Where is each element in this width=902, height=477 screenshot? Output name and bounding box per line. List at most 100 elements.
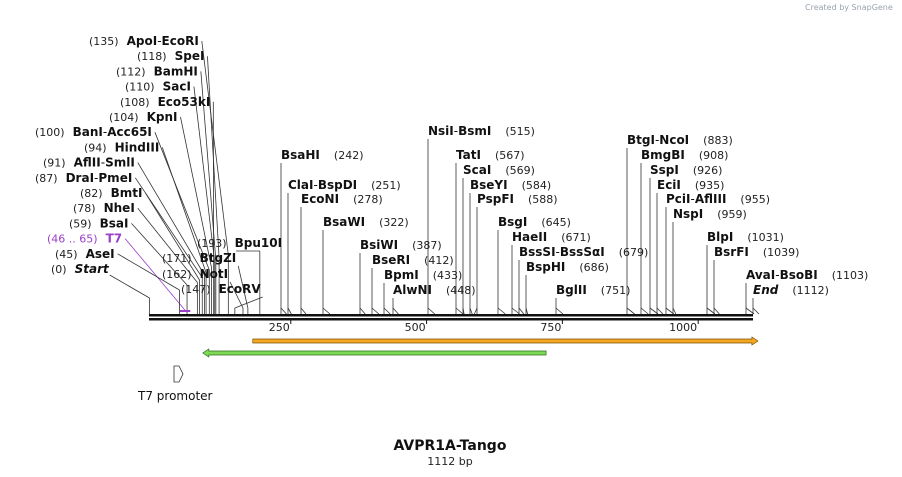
site-start: (0) Start <box>51 262 110 276</box>
site-bsgi: BsgI (645) <box>498 215 571 229</box>
site-position: (45) <box>55 248 78 261</box>
site-position: (686) <box>579 261 609 274</box>
site-position: (46 .. 65) <box>47 233 98 246</box>
site-name: NheI <box>104 201 135 215</box>
site-connector <box>237 265 249 309</box>
site-separator: - <box>775 268 779 282</box>
site-name: T7 <box>106 232 123 246</box>
site-eco53ki: (108) Eco53kI <box>120 95 210 109</box>
map-title: AVPR1A-Tango <box>394 438 507 454</box>
site-name: BseYI <box>470 178 508 192</box>
site-separator: - <box>101 156 105 170</box>
site-blpi: BlpI (1031) <box>707 230 784 244</box>
site-nspi: NspI (959) <box>673 207 747 221</box>
site-bsahi: BsaHI (242) <box>281 148 364 162</box>
site-drai: (87) DraI - PmeI <box>35 171 132 185</box>
site-position: (251) <box>371 179 401 192</box>
site-bsphi: BspHI (686) <box>526 260 609 274</box>
site-bmti: (82) BmtI <box>80 186 142 200</box>
site-haeii: HaeII (671) <box>512 230 591 244</box>
site-connector <box>322 307 331 315</box>
site-connector <box>525 307 528 315</box>
features: T7 promoter <box>137 310 759 403</box>
site-position: (908) <box>699 149 729 162</box>
site-connector <box>137 162 205 276</box>
site-name: PciI <box>666 192 691 206</box>
site-name: HaeII <box>512 230 547 244</box>
site-connector <box>497 307 506 315</box>
site-name: BglII <box>556 283 587 297</box>
site-name: BtgZI <box>200 251 237 265</box>
site-connector <box>656 307 664 315</box>
site-bmgbi: BmgBI (908) <box>641 148 728 162</box>
site-connector <box>640 307 649 315</box>
site-name: BspHI <box>526 260 565 274</box>
axis-tick-label: 250 <box>269 321 290 334</box>
site-name: TatI <box>456 148 481 162</box>
site-position: (91) <box>43 157 66 170</box>
site-position: (645) <box>541 216 571 229</box>
axis-ticks: 250 500 750 1000 <box>269 320 699 334</box>
site-alt-name: EcoRI <box>162 34 199 48</box>
site-name: ClaI <box>288 178 313 192</box>
site-position: (588) <box>528 193 558 206</box>
site-connector <box>180 116 212 268</box>
site-position: (135) <box>89 35 119 48</box>
site-position: (1039) <box>763 246 800 259</box>
site-name: SacI <box>163 80 191 94</box>
site-connector <box>280 307 287 315</box>
site-connector <box>462 307 465 315</box>
site-name: ScaI <box>463 163 491 177</box>
site-connector <box>287 307 292 315</box>
site-name: ApoI <box>127 34 158 48</box>
site-position: (883) <box>703 134 733 147</box>
site-position: (433) <box>433 269 463 282</box>
site-bpu10i: (193) Bpu10I <box>197 236 282 250</box>
site-alt-name: PmeI <box>98 171 132 185</box>
map-length: 1112 bp <box>427 455 472 468</box>
site-alwni: AlwNI (448) <box>393 283 476 297</box>
t7-promoter-arrow[interactable] <box>173 365 184 383</box>
site-position: (671) <box>561 231 591 244</box>
site-position: (412) <box>424 254 454 267</box>
site-name: BseRI <box>372 253 410 267</box>
site-apoi: (135) ApoI - EcoRI <box>89 34 199 48</box>
site-ecii: EciI (935) <box>657 178 724 192</box>
site-labels: (135) ApoI - EcoRI (118) SpeI (112) BamHI (110… <box>35 34 868 297</box>
site-name: NsiI <box>428 124 454 138</box>
site-alt-name: BsmI <box>458 124 491 138</box>
feature-green-arrow[interactable] <box>202 348 547 358</box>
site-bglii: BglII (751) <box>556 283 630 297</box>
site-ecorv: (147) EcoRV <box>181 282 261 296</box>
site-name: EcoRV <box>219 282 262 296</box>
site-position: (162) <box>162 268 192 281</box>
site-name: KpnI <box>147 110 178 124</box>
site-separator: - <box>691 192 695 206</box>
site-position: (87) <box>35 172 58 185</box>
site-connector <box>427 307 435 315</box>
site-position: (515) <box>505 125 535 138</box>
axis-tick-label: 750 <box>540 321 561 334</box>
site-bsssi: BssSI - BssSαI (679) <box>519 245 648 259</box>
site-separator: - <box>94 171 98 185</box>
site-bsrfi: BsrFI (1039) <box>714 245 799 259</box>
site-name: BssSI <box>519 245 556 259</box>
site-connector <box>555 307 564 315</box>
site-btgzi: (171) BtgZI <box>162 251 236 265</box>
site-name: BpmI <box>384 268 419 282</box>
site-connector <box>672 307 677 315</box>
site-connectors <box>109 40 760 315</box>
site-position: (118) <box>137 50 167 63</box>
axis-tick-label: 1000 <box>669 321 697 334</box>
site-bamhi: (112) BamHI <box>116 64 198 78</box>
site-nhei: (78) NheI <box>73 201 135 215</box>
site-position: (110) <box>125 81 155 94</box>
site-position: (193) <box>197 237 227 250</box>
sequence-backbone <box>149 314 753 321</box>
site-name: AvaI <box>746 268 775 282</box>
site-position: (82) <box>80 187 103 200</box>
site-position: (171) <box>162 252 192 265</box>
feature-orange-arrow[interactable] <box>252 336 759 346</box>
site-connector <box>161 147 207 273</box>
site-name: BmtI <box>111 186 143 200</box>
